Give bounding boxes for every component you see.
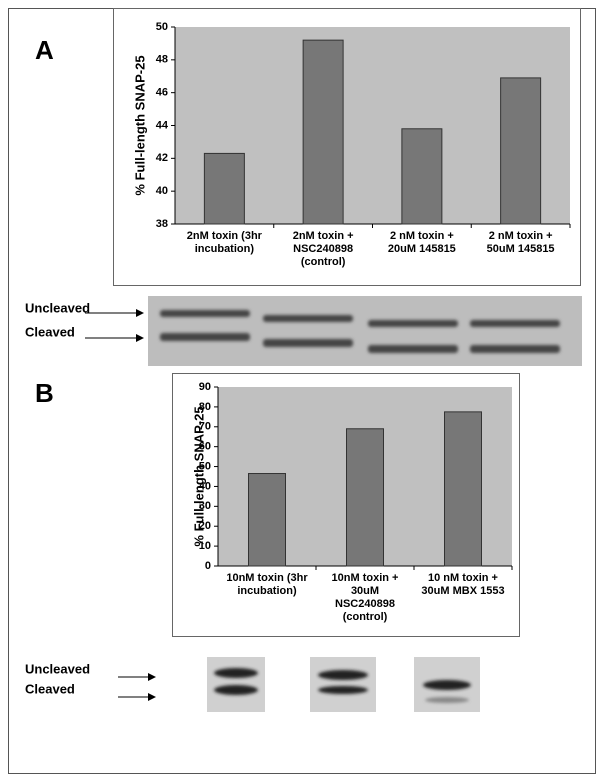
blot-label: Cleaved [25, 324, 75, 339]
y-tick-label: 50 [156, 21, 168, 33]
y-tick-label: 42 [156, 152, 168, 164]
y-tick-label: 60 [199, 441, 211, 453]
y-tick-label: 90 [199, 381, 211, 393]
bar [401, 128, 443, 225]
y-axis-label: % Full-length SNAP-25 [132, 55, 147, 195]
x-tick-label: 2nM toxin + NSC240898 (control) [292, 230, 354, 268]
panel-label: A [35, 35, 54, 65]
y-tick-label: 46 [156, 87, 168, 99]
x-tick-label: 10nM toxin (3hr incubation) [226, 572, 308, 597]
x-tick-label: 2 nM toxin + 50uM 145815 [486, 230, 555, 255]
panel-label: B [35, 378, 54, 408]
blot-label: Uncleaved [25, 661, 90, 676]
blot-label: Cleaved [25, 681, 75, 696]
y-tick-label: 20 [199, 520, 211, 532]
x-tick-label: 10nM toxin + 30uM NSC240898 (control) [331, 572, 399, 623]
bar [444, 411, 482, 567]
y-tick-label: 80 [199, 401, 211, 413]
y-tick-label: 40 [199, 480, 211, 492]
y-tick-label: 44 [156, 119, 169, 131]
y-tick-label: 38 [156, 218, 168, 230]
y-tick-label: 10 [199, 540, 211, 552]
bar [302, 39, 344, 225]
bar [203, 152, 245, 225]
y-tick-label: 50 [199, 460, 211, 472]
y-tick-label: 48 [156, 54, 168, 66]
x-tick-label: 2 nM toxin + 20uM 145815 [387, 230, 456, 255]
bar [248, 473, 286, 567]
bar [500, 77, 542, 225]
x-tick-label: 10 nM toxin + 30uM MBX 1553 [421, 572, 505, 597]
y-tick-label: 0 [205, 560, 211, 572]
y-axis-label: % Full-length SNAP-25 [191, 406, 206, 546]
y-tick-label: 70 [199, 421, 211, 433]
blot-image [207, 657, 480, 712]
y-tick-label: 40 [156, 185, 168, 197]
blot-image [148, 296, 582, 366]
blot-label: Uncleaved [25, 300, 90, 315]
bar [346, 428, 384, 567]
x-tick-label: 2nM toxin (3hr incubation) [186, 230, 262, 255]
y-tick-label: 30 [199, 500, 211, 512]
